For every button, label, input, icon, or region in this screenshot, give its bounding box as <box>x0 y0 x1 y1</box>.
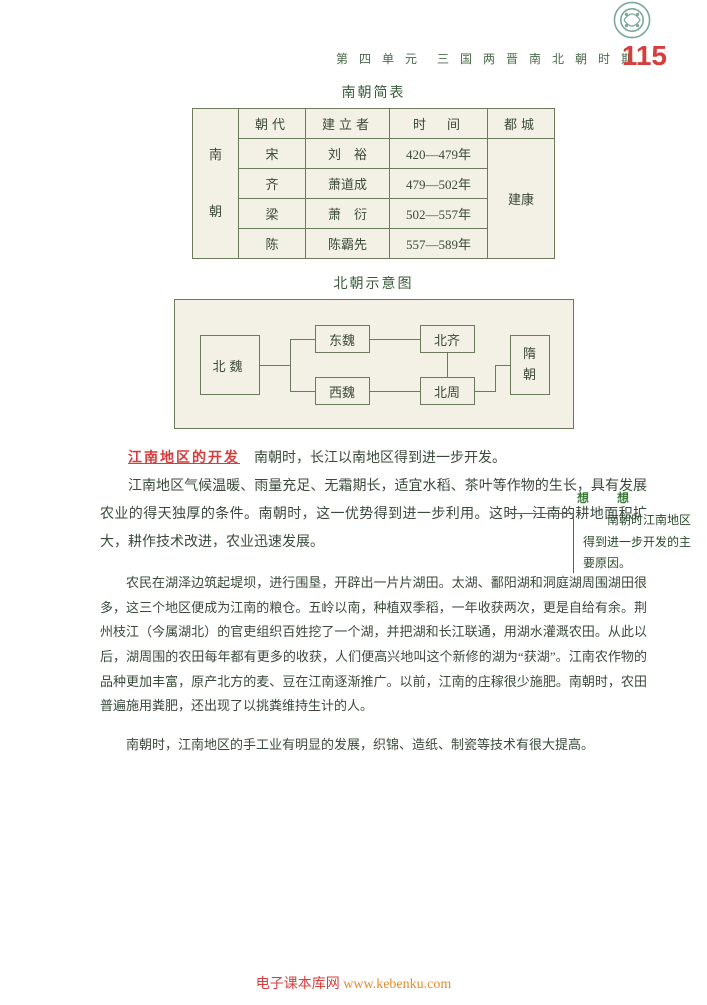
nanchao-table-title: 南朝简表 <box>100 82 647 102</box>
node-sui: 隋朝 <box>510 335 550 395</box>
side-note-body: 南朝时江南地区得到进一步开发的主要原因。 <box>577 510 697 575</box>
th-founder: 建立者 <box>305 109 389 139</box>
ext-p2: 南朝时，江南地区的手工业有明显的发展，织锦、造纸、制瓷等技术有很大提高。 <box>100 733 647 758</box>
node-beiqi: 北齐 <box>420 325 475 353</box>
footer-site-cn: 电子课本库网 <box>256 977 340 992</box>
side-note: 想 想 南朝时江南地区得到进一步开发的主要原因。 <box>577 489 697 575</box>
unit-header: 第 四 单 元 三 国 两 晋 南 北 朝 时 期 <box>100 50 647 67</box>
ext-p1: 农民在湖泽边筑起堤坝，进行围垦，开辟出一片片湖田。太湖、鄱阳湖和洞庭湖周围湖田很… <box>100 571 647 719</box>
td-capital: 建康 <box>488 139 555 259</box>
node-beiwei: 北魏 <box>200 335 260 395</box>
footer-site-url: www.kebenku.com <box>343 977 451 992</box>
decorative-seal <box>607 0 657 40</box>
para2-text: 江南地区气候温暖、雨量充足、无霜期长，适宜水稻、茶叶等作物的生长，具有发展农业的… <box>100 473 647 557</box>
beichao-diagram: 北魏 东魏 西魏 北齐 北周 隋朝 <box>174 299 574 429</box>
nanchao-table: 南朝 朝代 建立者 时 间 都城 宋 刘 裕 420—479年 建康 齐 萧道成… <box>192 108 555 259</box>
body-para-1: 江南地区的开发 南朝时，长江以南地区得到进一步开发。 江南地区气候温暖、雨量充足… <box>100 445 647 557</box>
th-dynasty: 朝代 <box>238 109 305 139</box>
node-beizhou: 北周 <box>420 377 475 405</box>
beichao-diagram-title: 北朝示意图 <box>100 273 647 293</box>
node-dongwei: 东魏 <box>315 325 370 353</box>
para1-text: 南朝时，长江以南地区得到进一步开发。 <box>240 451 506 466</box>
node-xiwei: 西魏 <box>315 377 370 405</box>
table-rowlabel: 南朝 <box>192 109 238 259</box>
page-number: 115 <box>622 40 667 72</box>
side-note-title: 想 想 <box>577 489 697 506</box>
th-period: 时 间 <box>390 109 488 139</box>
table-row: 宋 刘 裕 420—479年 建康 <box>192 139 554 169</box>
section-title: 江南地区的开发 <box>128 451 240 466</box>
th-capital: 都城 <box>488 109 555 139</box>
extended-reading: 农民在湖泽边筑起堤坝，进行围垦，开辟出一片片湖田。太湖、鄱阳湖和洞庭湖周围湖田很… <box>100 571 647 758</box>
footer: 电子课本库网 www.kebenku.com <box>0 973 707 993</box>
